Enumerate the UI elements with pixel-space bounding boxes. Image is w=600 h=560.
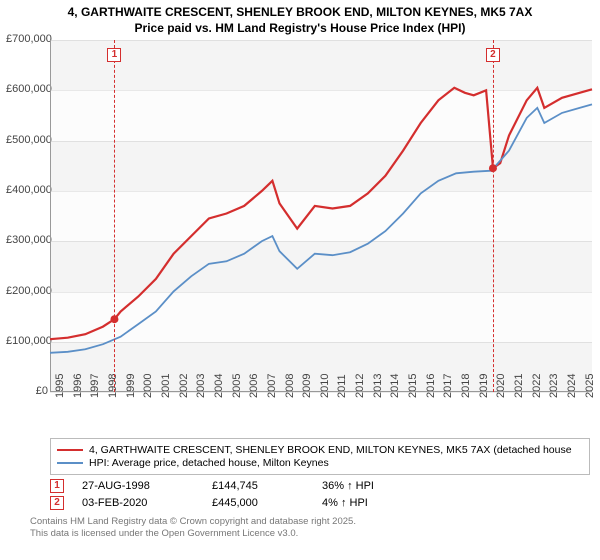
transaction-date: 27-AUG-1998 xyxy=(82,480,212,492)
transaction-table: 1 27-AUG-1998£144,74536% ↑ HPI 2 03-FEB-202… xyxy=(50,479,592,510)
transaction-delta: 4% ↑ HPI xyxy=(322,497,452,509)
y-tick-label: £500,000 xyxy=(6,134,48,146)
transaction-marker: 2 xyxy=(50,496,64,510)
marker-box-1: 1 xyxy=(107,48,121,62)
transaction-row: 1 27-AUG-1998£144,74536% ↑ HPI xyxy=(50,479,592,493)
title-line1: 4, GARTHWAITE CRESCENT, SHENLEY BROOK EN… xyxy=(8,5,592,21)
title-line2: Price paid vs. HM Land Registry's House … xyxy=(8,21,592,37)
legend-swatch xyxy=(57,449,83,451)
chart-svg xyxy=(50,40,592,392)
marker-vline-1 xyxy=(114,40,115,392)
y-tick-label: £300,000 xyxy=(6,234,48,246)
legend-label: 4, GARTHWAITE CRESCENT, SHENLEY BROOK EN… xyxy=(89,444,572,456)
legend-label: HPI: Average price, detached house, Milt… xyxy=(89,457,329,469)
series-price_paid xyxy=(50,88,592,339)
transaction-date: 03-FEB-2020 xyxy=(82,497,212,509)
series-hpi xyxy=(50,105,592,353)
transaction-delta: 36% ↑ HPI xyxy=(322,480,452,492)
legend-row-price_paid: 4, GARTHWAITE CRESCENT, SHENLEY BROOK EN… xyxy=(57,444,583,456)
legend-swatch xyxy=(57,462,83,464)
y-tick-label: £200,000 xyxy=(6,285,48,297)
legend-row-hpi: HPI: Average price, detached house, Milt… xyxy=(57,457,583,469)
marker-box-2: 2 xyxy=(486,48,500,62)
chart-area: £0 £100,000 £200,000 £300,000 £400,000 £500,0… xyxy=(8,40,592,432)
y-tick-label: £400,000 xyxy=(6,184,48,196)
chart-title: 4, GARTHWAITE CRESCENT, SHENLEY BROOK EN… xyxy=(8,5,592,36)
y-tick-label: £100,000 xyxy=(6,335,48,347)
legend: 4, GARTHWAITE CRESCENT, SHENLEY BROOK EN… xyxy=(50,438,590,475)
transaction-price: £144,745 xyxy=(212,480,322,492)
y-tick-label: £700,000 xyxy=(6,33,48,45)
transaction-price: £445,000 xyxy=(212,497,322,509)
y-tick-label: £600,000 xyxy=(6,83,48,95)
chart-container: 4, GARTHWAITE CRESCENT, SHENLEY BROOK EN… xyxy=(0,0,600,560)
transaction-row: 2 03-FEB-2020£445,0004% ↑ HPI xyxy=(50,496,592,510)
marker-vline-2 xyxy=(493,40,494,392)
footer-line2: This data is licensed under the Open Gov… xyxy=(30,528,592,540)
y-tick-label: £0 xyxy=(6,385,48,397)
transaction-marker: 1 xyxy=(50,479,64,493)
footer-attribution: Contains HM Land Registry data © Crown c… xyxy=(30,516,592,540)
footer-line1: Contains HM Land Registry data © Crown c… xyxy=(30,516,592,528)
